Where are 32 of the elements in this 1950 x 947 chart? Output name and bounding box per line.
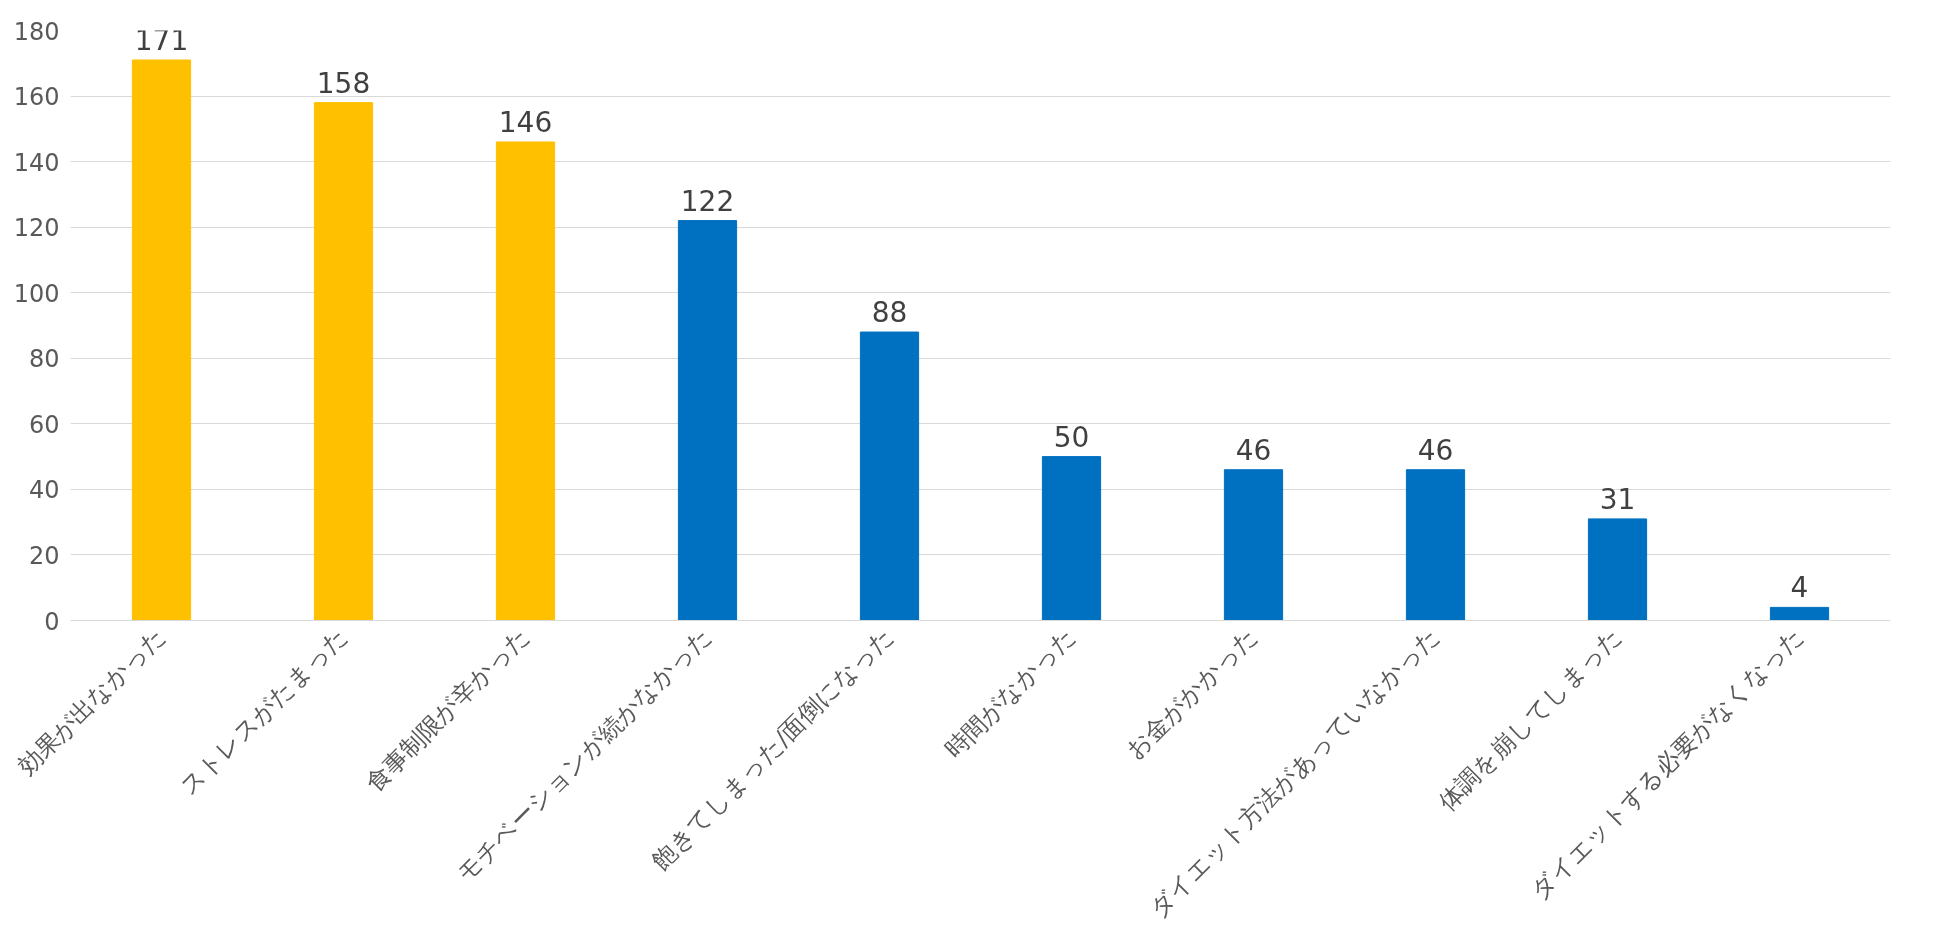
data-label: 122 <box>680 184 735 218</box>
y-tick-label: 140 <box>13 148 60 177</box>
bar <box>1587 518 1648 621</box>
data-label: 31 <box>1599 482 1636 516</box>
y-tick-label: 180 <box>13 17 60 46</box>
bar <box>131 59 192 621</box>
y-tick-label: 100 <box>13 279 60 308</box>
y-tick-label: 40 <box>28 476 60 505</box>
bar <box>859 331 920 621</box>
x-tick-label: 時間がなかった <box>939 621 1082 764</box>
x-tick-label: お金がかかった <box>1120 621 1264 765</box>
bar <box>313 102 374 621</box>
bar <box>1405 469 1466 621</box>
y-tick-label: 160 <box>13 83 60 112</box>
data-label: 146 <box>498 105 553 139</box>
bar <box>1041 456 1102 621</box>
data-label: 158 <box>316 66 371 100</box>
data-label: 4 <box>1790 571 1809 605</box>
bar <box>677 220 738 621</box>
x-tick-label: ストレスがたまった <box>174 621 354 801</box>
data-label: 46 <box>1235 433 1272 467</box>
y-tick-label: 80 <box>28 345 60 374</box>
y-tick-label: 60 <box>28 410 60 439</box>
data-label: 46 <box>1417 433 1454 467</box>
bar <box>1769 606 1830 621</box>
data-label: 50 <box>1053 420 1090 454</box>
y-tick-label: 0 <box>44 607 60 636</box>
bar <box>495 141 556 621</box>
data-label: 88 <box>871 296 908 330</box>
y-tick-label: 120 <box>13 214 60 243</box>
bar <box>1223 469 1284 621</box>
y-tick-label: 20 <box>28 541 60 570</box>
